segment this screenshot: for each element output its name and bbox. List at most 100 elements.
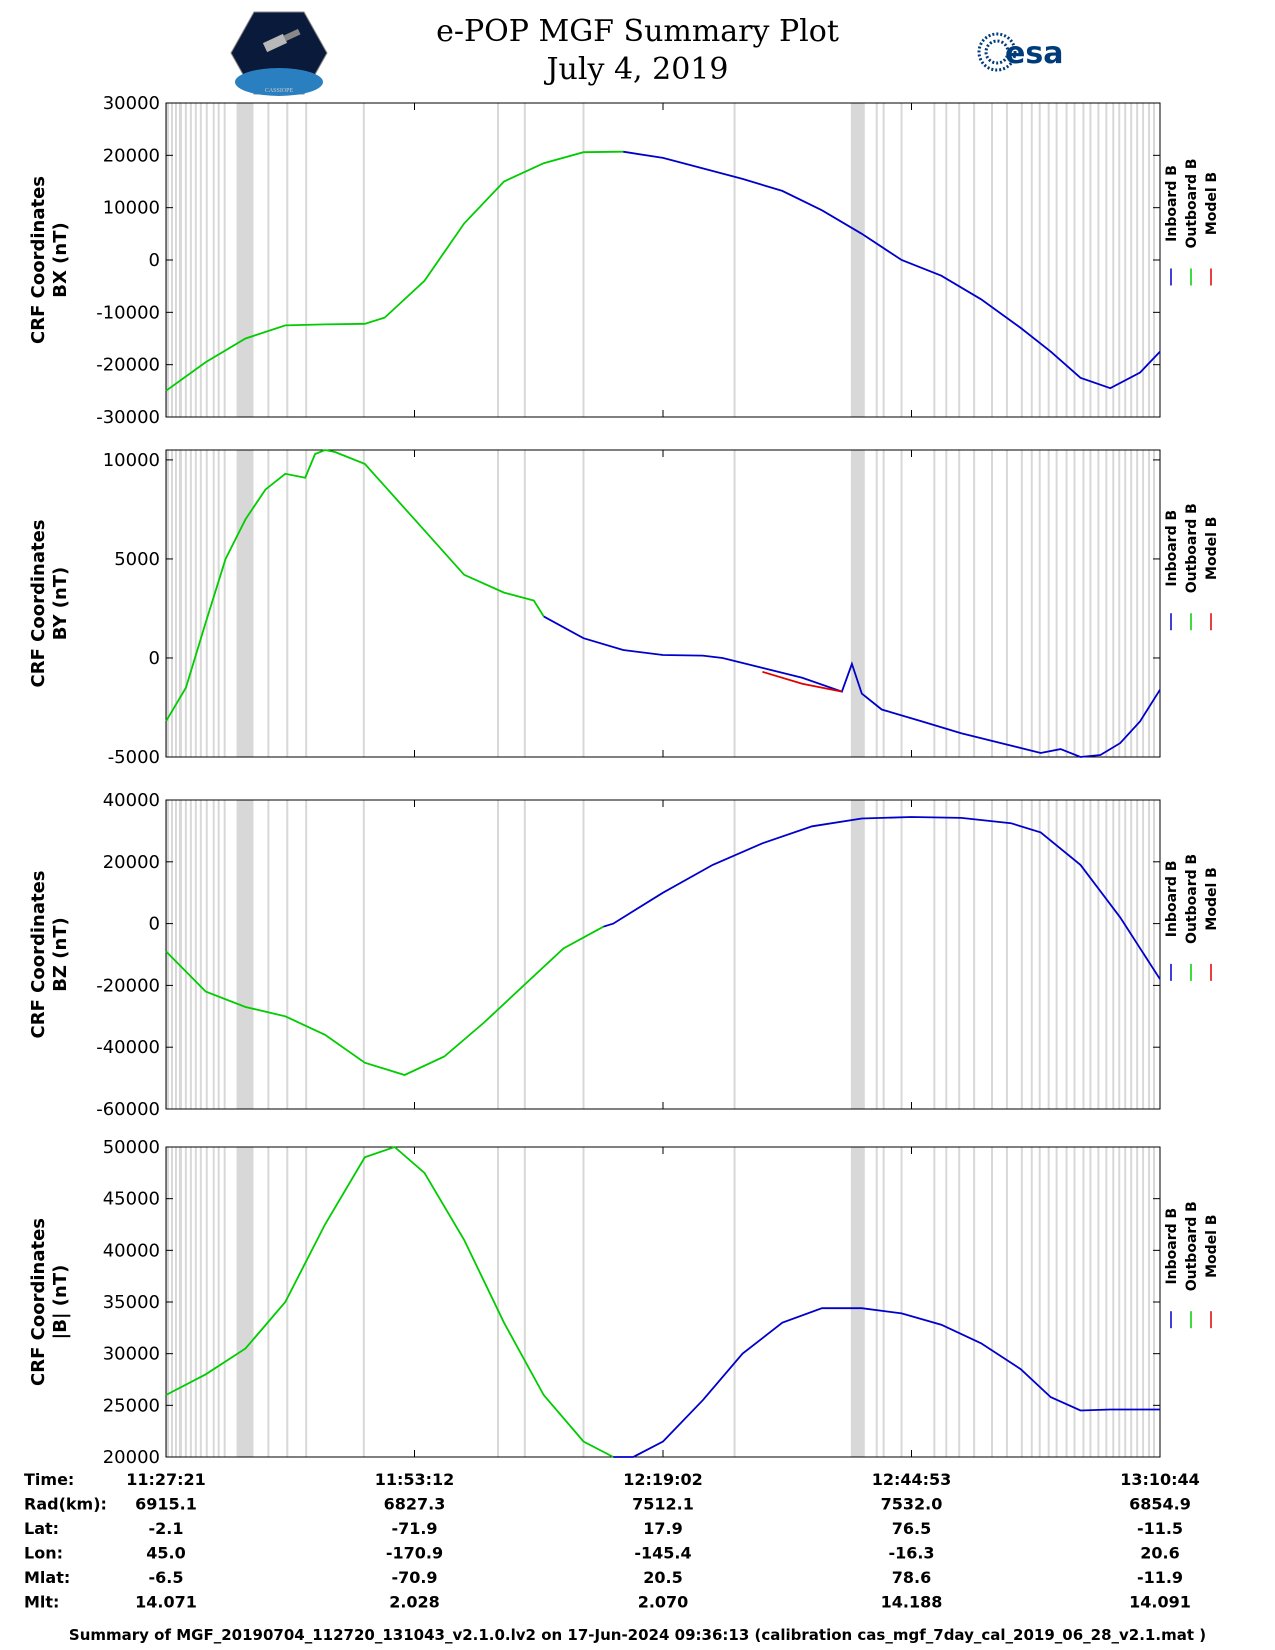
orbit-row-label: Rad(km):: [24, 1495, 107, 1514]
data-gap-band: [174, 1147, 177, 1457]
y-axis-label-line2: |B| (nT): [50, 1265, 71, 1340]
data-gap-band: [194, 800, 197, 1109]
y-axis-label-line2: BY (nT): [50, 567, 71, 641]
data-gap-band: [933, 103, 936, 417]
data-gap-band: [882, 1147, 885, 1457]
orbit-cell: -2.1: [149, 1519, 184, 1538]
panel-by: 10000 5000 0 -5000 CRF CoordinatesBY (nT) Inb…: [28, 449, 1220, 768]
data-gap-band: [1112, 800, 1115, 1109]
data-gap-band: [217, 450, 220, 757]
orbit-cell: 76.5: [892, 1519, 931, 1538]
data-gap-band: [1105, 800, 1108, 1109]
data-gap-band: [1130, 1147, 1133, 1457]
data-gap-band: [362, 450, 365, 757]
data-gap-band: [1005, 800, 1008, 1109]
data-gap-band: [178, 800, 182, 1109]
y-axis-label-line1: CRF Coordinates: [28, 520, 49, 688]
orbit-row-label: Mlt:: [24, 1593, 59, 1612]
orbit-cell: 12:19:02: [623, 1470, 703, 1489]
data-gap-band: [991, 450, 994, 757]
data-gap-band: [166, 800, 169, 1109]
data-gap-band: [236, 800, 254, 1109]
data-gap-band: [1124, 450, 1127, 757]
data-gap-band: [1089, 800, 1092, 1109]
data-gap-band: [267, 800, 270, 1109]
cassiope-logo: CASSIOPE: [230, 11, 328, 96]
footer-note: Summary of MGF_20190704_112720_131043_v2…: [68, 1626, 1207, 1644]
data-gap-band: [933, 800, 936, 1109]
panel-bx: 30000 20000 10000 0 -10000 -20000 -30000 CRF Co…: [28, 93, 1220, 428]
data-gap-band: [205, 1147, 208, 1457]
data-gap-band: [223, 103, 226, 417]
data-gap-band: [900, 450, 903, 757]
legend-label: Outboard B: [1184, 158, 1200, 248]
data-gap-band: [991, 103, 994, 417]
data-gap-band: [178, 103, 182, 417]
orbit-cell: -145.4: [634, 1544, 691, 1563]
data-gap-band: [850, 450, 865, 757]
data-gap-band: [199, 450, 202, 757]
data-gap-band: [958, 1147, 961, 1457]
data-gap-band: [1105, 103, 1108, 417]
data-gap-band: [170, 450, 173, 757]
data-gap-band: [1005, 1147, 1008, 1457]
data-gap-band: [1055, 800, 1058, 1109]
y-axis-label-line1: CRF Coordinates: [28, 1218, 49, 1386]
y-tick-label: -30000: [96, 407, 160, 428]
data-gap-band: [1130, 103, 1133, 417]
data-gap-band: [882, 450, 885, 757]
y-tick-label: 10000: [103, 450, 160, 471]
data-gap-band: [1082, 1147, 1085, 1457]
data-gap-band: [991, 1147, 994, 1457]
orbit-cell: 14.188: [881, 1593, 943, 1612]
data-gap-band: [1030, 450, 1033, 757]
data-gap-band: [1055, 1147, 1058, 1457]
data-gap-band: [223, 450, 226, 757]
data-gap-band: [205, 800, 208, 1109]
y-tick-label: -40000: [96, 1037, 160, 1058]
y-tick-label: 20000: [103, 1447, 160, 1468]
data-gap-band: [212, 1147, 215, 1457]
data-gap-band: [875, 450, 878, 757]
data-gap-band: [882, 103, 885, 417]
data-gap-band: [194, 1147, 197, 1457]
orbit-cell: -170.9: [386, 1544, 443, 1563]
data-gap-band: [1020, 103, 1023, 417]
data-gap-band: [958, 450, 961, 757]
y-tick-label: 20000: [103, 852, 160, 873]
data-gap-band: [212, 800, 215, 1109]
data-gap-band: [945, 450, 948, 757]
data-gap-band: [1148, 1147, 1151, 1457]
data-gap-band: [733, 800, 736, 1109]
data-gap-band: [1142, 103, 1145, 417]
data-gap-band: [212, 103, 215, 417]
axes-frame: [165, 102, 1161, 418]
orbit-row-label: Lon:: [24, 1544, 63, 1563]
orbit-row-label: Time:: [24, 1470, 74, 1489]
cassiope-logo-text: CASSIOPE: [265, 88, 294, 94]
data-gap-band: [170, 800, 173, 1109]
series-line-inboard: [603, 816, 1161, 980]
legend-label: Outboard B: [1184, 1201, 1200, 1291]
data-gap-band: [958, 103, 961, 417]
data-gap-band: [1020, 800, 1023, 1109]
y-tick-label: -5000: [108, 747, 160, 768]
data-gap-band: [178, 450, 182, 757]
data-gap-band: [1082, 450, 1085, 757]
data-gap-band: [1153, 800, 1156, 1109]
data-gap-band: [184, 103, 187, 417]
data-gap-band: [973, 1147, 976, 1457]
orbit-cell: 17.9: [643, 1519, 682, 1538]
y-tick-label: 40000: [103, 1240, 160, 1261]
data-gap-band: [1038, 1147, 1041, 1457]
data-gap-band: [1105, 450, 1108, 757]
data-gap-band: [1082, 800, 1085, 1109]
data-gap-band: [1105, 1147, 1108, 1457]
y-tick-label: 50000: [103, 1137, 160, 1158]
data-gap-band: [212, 450, 215, 757]
data-gap-band: [267, 1147, 270, 1457]
plot-title: e-POP MGF Summary Plot: [436, 14, 839, 49]
data-gap-band: [582, 103, 585, 417]
data-gap-band: [286, 450, 289, 757]
